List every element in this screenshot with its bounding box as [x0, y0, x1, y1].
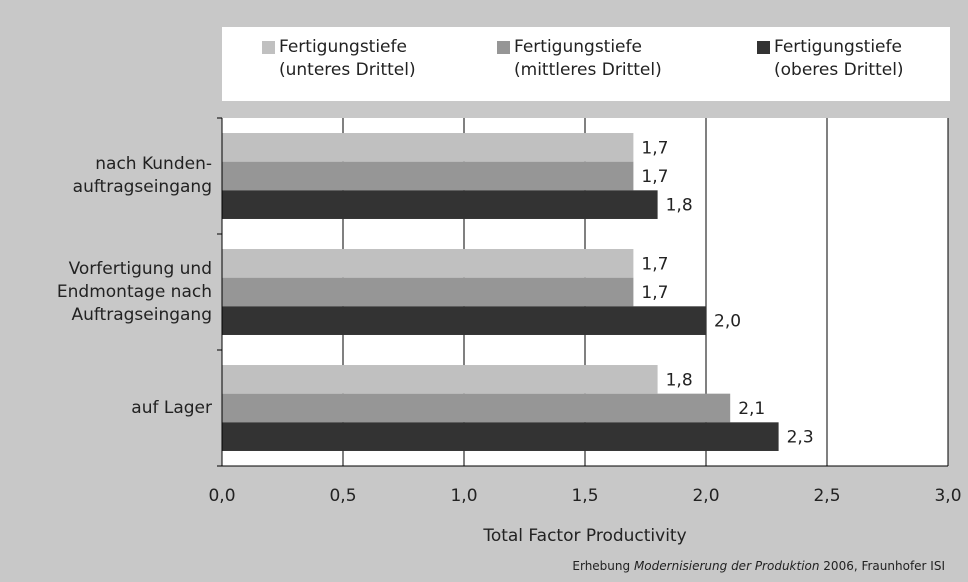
- x-tick-label: 2,0: [692, 486, 719, 506]
- value-label: 1,7: [641, 283, 668, 303]
- legend-label: Fertigungstiefe (mittleres Drittel): [514, 37, 662, 80]
- bar: [222, 277, 634, 307]
- bar: [222, 133, 634, 162]
- bar: [222, 190, 658, 219]
- source: Erhebung Modernisierung der Produktion 2…: [572, 559, 945, 573]
- bar: [222, 306, 706, 335]
- bar: [222, 422, 779, 451]
- x-tick-label: 3,0: [934, 486, 961, 506]
- bar: [222, 249, 634, 278]
- x-axis-label: Total Factor Productivity: [482, 526, 686, 546]
- value-label: 1,8: [666, 370, 693, 390]
- y-tick-label: Vorfertigung und Endmontage nach Auftrag…: [56, 258, 212, 325]
- x-tick-label: 0,5: [329, 486, 356, 506]
- legend-label: Fertigungstiefe (oberes Drittel): [774, 37, 904, 80]
- x-tick-label: 0,0: [208, 486, 235, 506]
- value-label: 2,0: [714, 312, 741, 332]
- value-label: 1,7: [641, 254, 668, 274]
- value-label: 2,1: [738, 399, 765, 419]
- legend-swatch: [262, 41, 275, 54]
- legend-box: [222, 27, 950, 101]
- value-label: 1,7: [641, 138, 668, 158]
- y-tick-label: auf Lager: [131, 397, 212, 418]
- value-label: 1,8: [666, 196, 693, 216]
- value-label: 2,3: [787, 428, 814, 448]
- legend-swatch: [497, 41, 510, 54]
- value-label: 1,7: [641, 167, 668, 187]
- legend-label: Fertigungstiefe (unteres Drittel): [279, 37, 416, 80]
- x-tick-label: 2,5: [813, 486, 840, 506]
- y-tick-label: nach Kunden- auftragseingang: [72, 154, 212, 197]
- bar: [222, 365, 658, 394]
- x-tick-label: 1,0: [450, 486, 477, 506]
- bar: [222, 161, 634, 191]
- x-tick-label: 1,5: [571, 486, 598, 506]
- legend-swatch: [757, 41, 770, 54]
- bar: [222, 393, 731, 423]
